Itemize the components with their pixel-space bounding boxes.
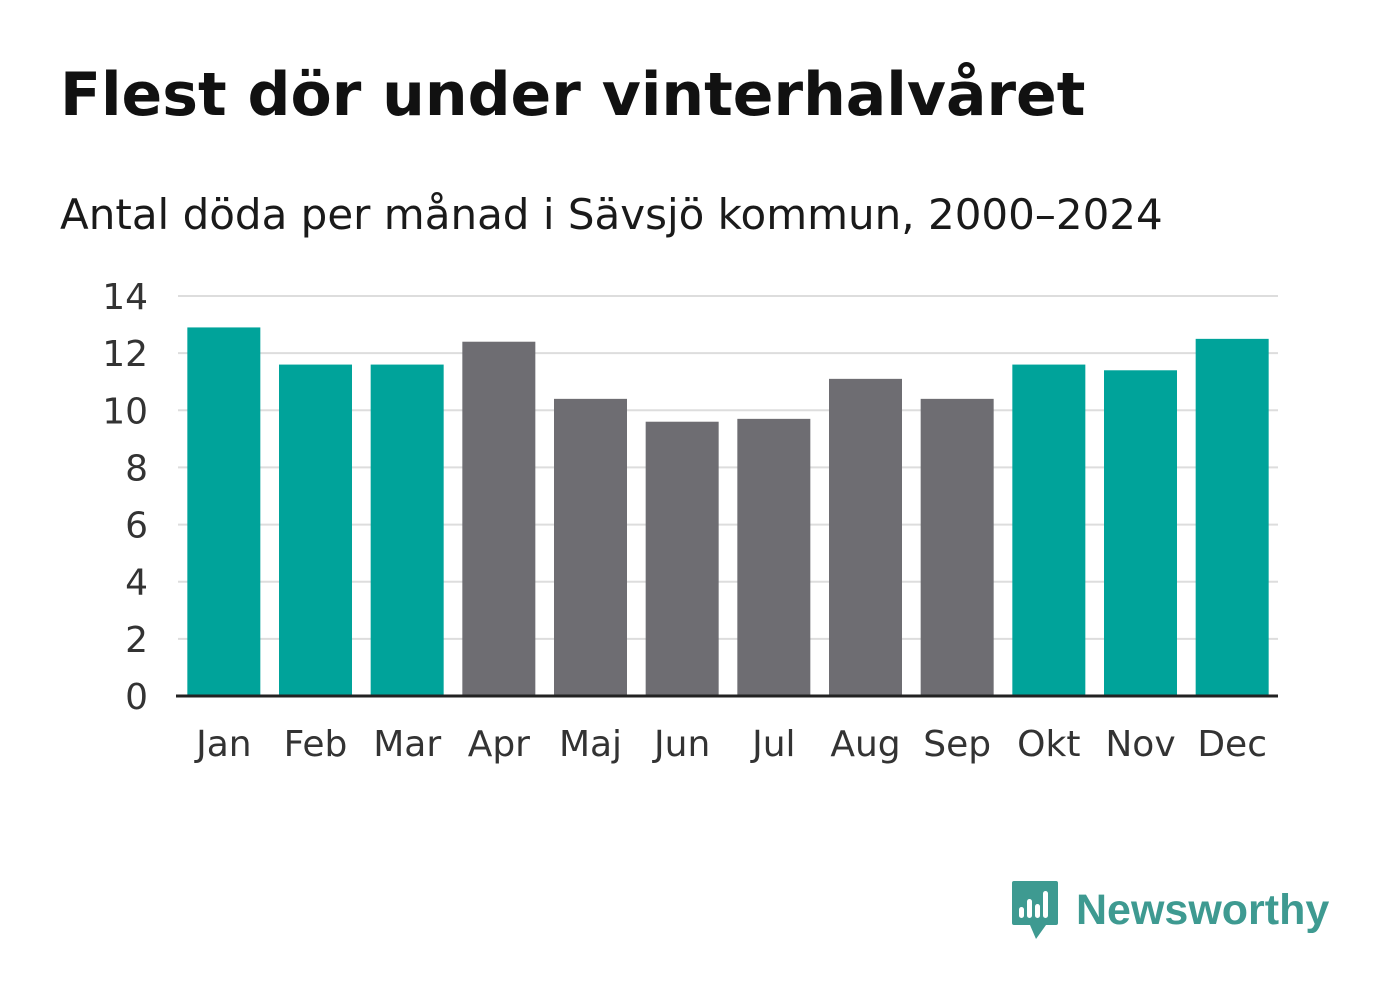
bar-aug <box>829 378 902 696</box>
y-tick-label: 14 <box>102 277 148 318</box>
x-tick-label: Maj <box>559 724 622 765</box>
bar-feb <box>279 364 352 696</box>
bar-mar <box>370 364 444 696</box>
x-tick-label: Okt <box>1017 724 1080 765</box>
bar-dec <box>1195 338 1269 696</box>
y-tick-label: 6 <box>125 506 148 547</box>
grid-lines <box>178 295 1278 640</box>
x-tick-label: Jul <box>750 724 795 765</box>
x-tick-label: Sep <box>923 724 991 765</box>
bar-jul <box>737 418 811 696</box>
newsworthy-logo: Newsworthy <box>1010 878 1329 942</box>
x-tick-label: Aug <box>830 724 900 765</box>
chart-subtitle: Antal döda per månad i Sävsjö kommun, 20… <box>60 190 1163 239</box>
chart-title: Flest dör under vinterhalvåret <box>60 60 1086 130</box>
bar-maj <box>554 398 627 696</box>
y-tick-label: 4 <box>125 563 148 604</box>
bar-apr <box>462 341 536 696</box>
bar-okt <box>1012 364 1086 696</box>
bar-chart-speech-bubble-icon <box>1012 881 1058 939</box>
x-tick-labels: Jan Feb Mar Apr Maj Jun Jul Aug Sep Okt Nov Dec <box>194 724 1267 765</box>
x-tick-label: Mar <box>373 724 441 765</box>
bar-sep <box>920 398 994 696</box>
y-tick-label: 10 <box>102 391 148 432</box>
x-tick-label: Jan <box>194 724 252 765</box>
x-tick-label: Jun <box>652 724 710 765</box>
x-tick-label: Apr <box>468 724 530 765</box>
x-tick-label: Nov <box>1105 724 1175 765</box>
bar-jan <box>187 327 261 696</box>
y-tick-label: 0 <box>125 677 148 718</box>
x-tick-label: Feb <box>284 724 348 765</box>
x-tick-label: Dec <box>1197 724 1267 765</box>
y-tick-label: 8 <box>125 448 148 489</box>
y-tick-label: 2 <box>125 620 148 661</box>
logo-text: Newsworthy <box>1076 885 1330 934</box>
bars <box>187 327 1269 696</box>
bar-jun <box>645 421 719 696</box>
y-tick-labels: 0 2 4 6 8 10 12 14 <box>102 277 148 718</box>
y-tick-label: 12 <box>102 334 148 375</box>
bar-nov <box>1104 370 1177 696</box>
